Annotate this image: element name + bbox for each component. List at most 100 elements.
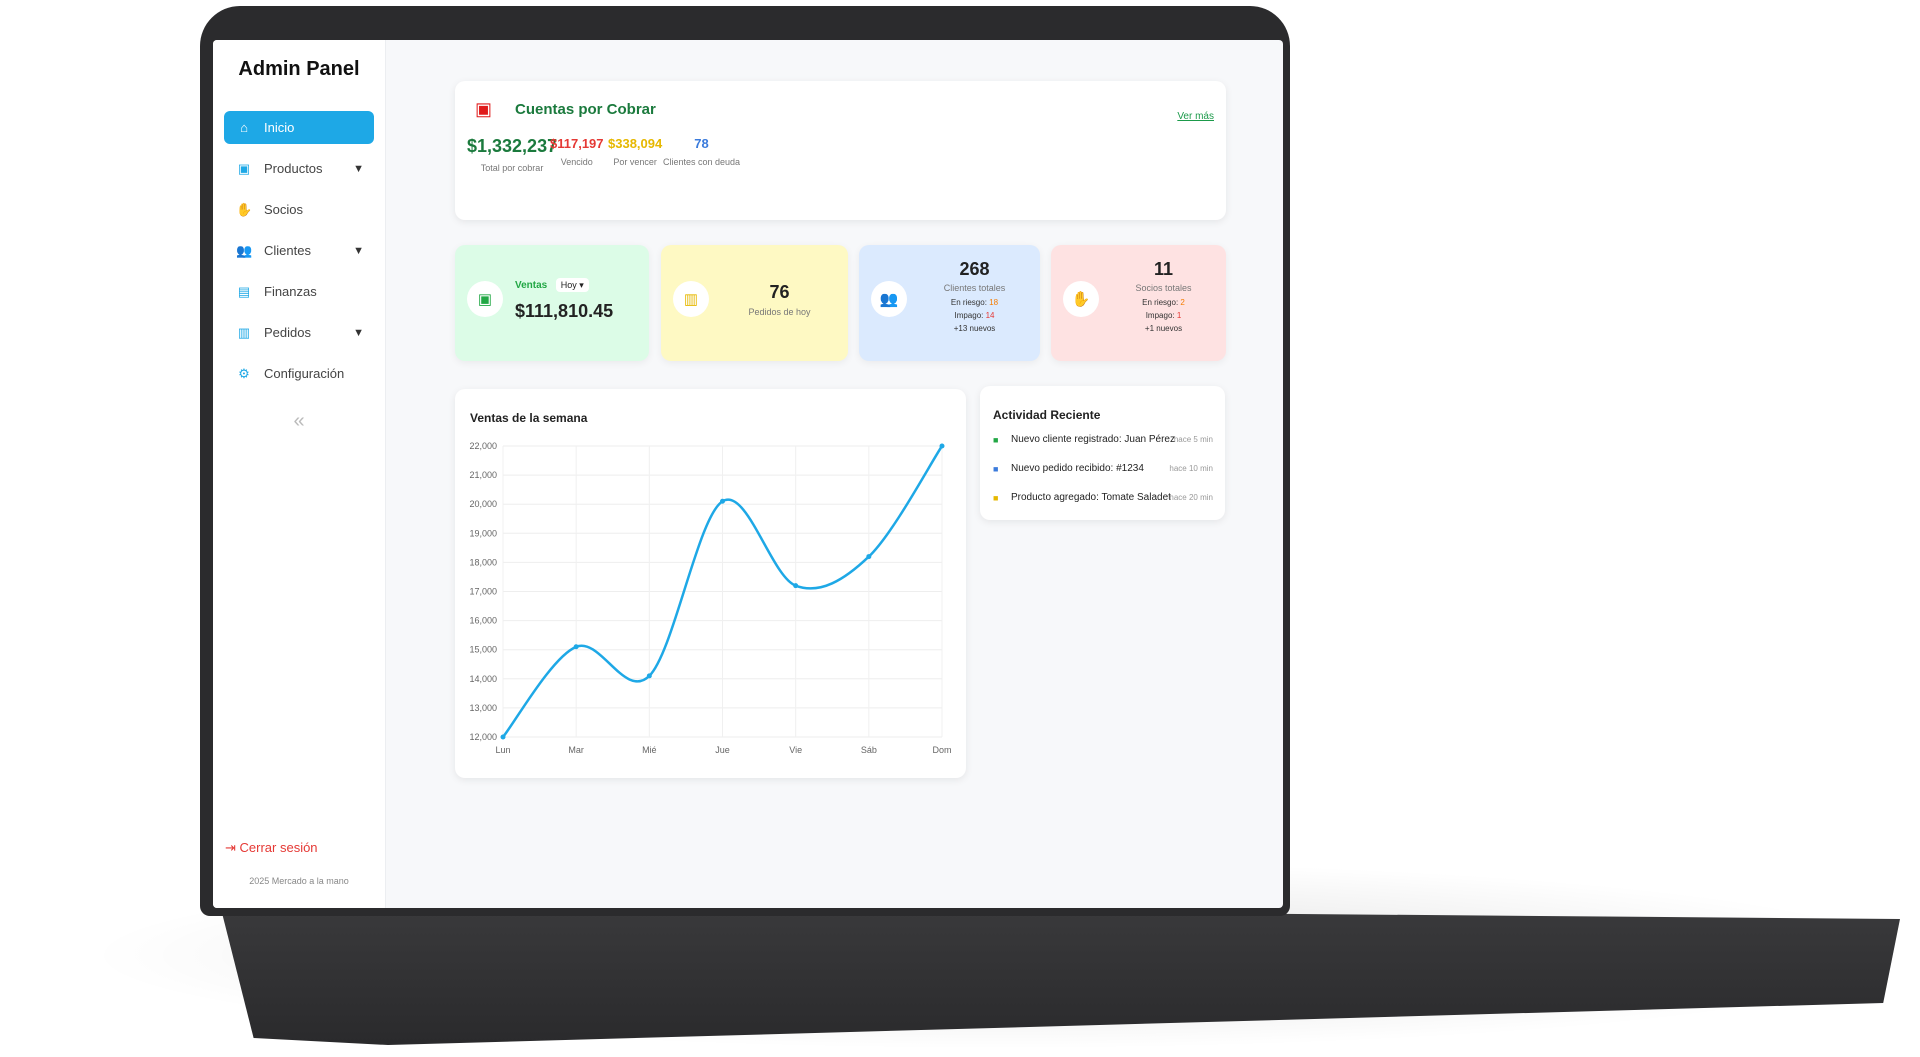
clientes-card: 👥 268 Clientes totales En riesgo: 18 Impa… [859, 245, 1040, 361]
logout-icon: ⇥ [225, 840, 240, 855]
sidebar-item-label: Productos [264, 161, 323, 176]
metric-value: $117,197 [550, 136, 604, 151]
y-tick-label: 20,000 [469, 499, 497, 509]
ventas-value: $111,810.45 [515, 301, 614, 321]
sidebar-item-configuracion[interactable]: ⚙ Configuración [224, 357, 374, 390]
activity-time: hace 10 min [1169, 464, 1213, 473]
period-value: Hoy [560, 280, 577, 290]
x-tick-label: Vie [789, 745, 802, 755]
sidebar-item-label: Socios [264, 202, 304, 217]
y-tick-label: 17,000 [469, 587, 497, 597]
activity-time: hace 5 min [1173, 435, 1213, 444]
pedidos-value: 76 [769, 282, 790, 302]
impago-line: Impago: 1 [1145, 311, 1182, 320]
socios-label: Socios totales [1135, 283, 1192, 293]
sidebar-nav: ⌂ Inicio ▣ Productos ▼ ✋ Socios 👥 Clientes ▼ ▤ Fina… [224, 111, 374, 398]
y-tick-label: 18,000 [469, 557, 497, 567]
clientes-label: Clientes totales [943, 283, 1006, 293]
nuevos-line: +13 nuevos [953, 324, 996, 333]
metric-1: $117,197 Vencido [550, 136, 604, 167]
logout-link[interactable]: ⇥ Cerrar sesión [225, 840, 318, 856]
activity-item: ■ Nuevo cliente registrado: Juan Pérez hac… [993, 434, 1213, 445]
sidebar-item-label: Clientes [264, 243, 311, 258]
x-tick-label: Dom [932, 745, 951, 755]
data-point [939, 443, 945, 449]
sidebar: Admin Panel ⌂ Inicio ▣ Productos ▼ ✋ Socios 👥 Cl… [213, 40, 386, 908]
handshake-icon: ✋ [236, 201, 253, 217]
clientes-value: 268 [959, 259, 990, 279]
clipboard-icon: ▥ [673, 281, 709, 317]
box-icon: ■ [993, 492, 999, 503]
socios-card: ✋ 11 Socios totales En riesgo: 2 Impago: … [1051, 245, 1226, 361]
sidebar-item-label: Pedidos [264, 325, 311, 340]
sidebar-item-productos[interactable]: ▣ Productos ▼ [224, 152, 374, 185]
data-point [573, 644, 579, 650]
collapse-sidebar-icon[interactable]: « [293, 410, 305, 432]
sidebar-item-label: Configuración [264, 366, 345, 381]
riesgo-line: En riesgo: 18 [950, 298, 999, 307]
actividad-reciente-card: Actividad Reciente ■ Nuevo cliente regist… [980, 386, 1225, 520]
y-tick-label: 22,000 [469, 441, 497, 451]
gear-icon: ⚙ [238, 365, 250, 381]
activity-title: Actividad Reciente [993, 408, 1101, 422]
y-tick-label: 15,000 [469, 645, 497, 655]
metric-value: $1,332,237 [467, 136, 558, 156]
sidebar-item-clientes[interactable]: 👥 Clientes ▼ [224, 234, 374, 267]
data-point [793, 583, 799, 589]
ventas-semana-chart-card: Ventas de la semana 22,000 21,000 20,000 19… [455, 389, 966, 778]
sidebar-item-label: Finanzas [264, 284, 317, 299]
riesgo-line: En riesgo: 2 [1142, 298, 1185, 307]
laptop-screen: Admin Panel ⌂ Inicio ▣ Productos ▼ ✋ Socios 👥 Cl… [213, 40, 1283, 908]
ver-mas-link[interactable]: Ver más [1177, 111, 1214, 122]
y-tick-label: 12,000 [469, 732, 497, 742]
chart-title: Ventas de la semana [470, 411, 588, 425]
metric-3: 78 Clientes con deuda [663, 136, 740, 167]
line-chart: 22,000 21,000 20,000 19,000 18,000 17,000 16,0… [469, 441, 951, 755]
period-select[interactable]: Hoy ▾ [555, 278, 589, 292]
caret-down-icon[interactable]: ▼ [353, 162, 364, 175]
cuentas-por-cobrar-card: ▣ Cuentas por Cobrar Ver más $1,332,237 T… [455, 81, 1226, 220]
caret-down-icon[interactable]: ▼ [353, 326, 364, 339]
handshake-icon: ✋ [1063, 281, 1099, 317]
x-tick-label: Sáb [861, 745, 877, 755]
metric-label: Vencido [560, 157, 593, 167]
clipboard-icon: ■ [993, 463, 999, 474]
y-tick-label: 16,000 [469, 616, 497, 626]
activity-item: ■ Nuevo pedido recibido: #1234 hace 10 min [993, 463, 1213, 474]
money-icon: ▤ [237, 283, 251, 299]
logout-label: Cerrar sesión [239, 840, 318, 855]
metric-value: 78 [694, 136, 709, 151]
activity-time: hace 20 min [1169, 493, 1213, 502]
y-tick-label: 14,000 [469, 674, 497, 684]
sidebar-item-finanzas[interactable]: ▤ Finanzas [224, 275, 374, 308]
metric-label: Por vencer [613, 157, 657, 167]
y-tick-label: 19,000 [469, 528, 497, 538]
metric-value: $338,094 [608, 136, 663, 151]
footer-text: 2025 Mercado a la mano [249, 876, 349, 886]
users-icon: 👥 [236, 242, 253, 258]
brand-title: Admin Panel [238, 58, 360, 80]
sidebar-item-pedidos[interactable]: ▥ Pedidos ▼ [224, 316, 374, 349]
activity-text: Producto agregado: Tomate Saladet [1011, 492, 1171, 503]
sidebar-item-label: Inicio [264, 120, 295, 135]
y-tick-label: 21,000 [469, 470, 497, 480]
x-tick-label: Jue [715, 745, 730, 755]
box-icon: ▣ [237, 160, 251, 176]
sidebar-item-inicio[interactable]: ⌂ Inicio [224, 111, 374, 144]
data-point [500, 734, 506, 740]
data-point [646, 673, 652, 679]
activity-text: Nuevo pedido recibido: #1234 [1011, 463, 1144, 474]
x-tick-label: Mié [642, 745, 657, 755]
nuevos-line: +1 nuevos [1144, 324, 1183, 333]
clipboard-icon: ▥ [237, 324, 251, 340]
sidebar-item-socios[interactable]: ✋ Socios [224, 193, 374, 226]
metric-0: $1,332,237 Total por cobrar [467, 136, 557, 173]
activity-item: ■ Producto agregado: Tomate Saladet hace 2… [993, 492, 1213, 503]
activity-text: Nuevo cliente registrado: Juan Pérez [1011, 434, 1175, 445]
money-icon: ▣ [467, 281, 503, 317]
user-plus-icon: ■ [993, 434, 999, 445]
metric-label: Clientes con deuda [663, 157, 741, 167]
impago-line: Impago: 14 [954, 311, 995, 320]
y-tick-label: 13,000 [469, 703, 497, 713]
caret-down-icon[interactable]: ▼ [353, 244, 364, 257]
